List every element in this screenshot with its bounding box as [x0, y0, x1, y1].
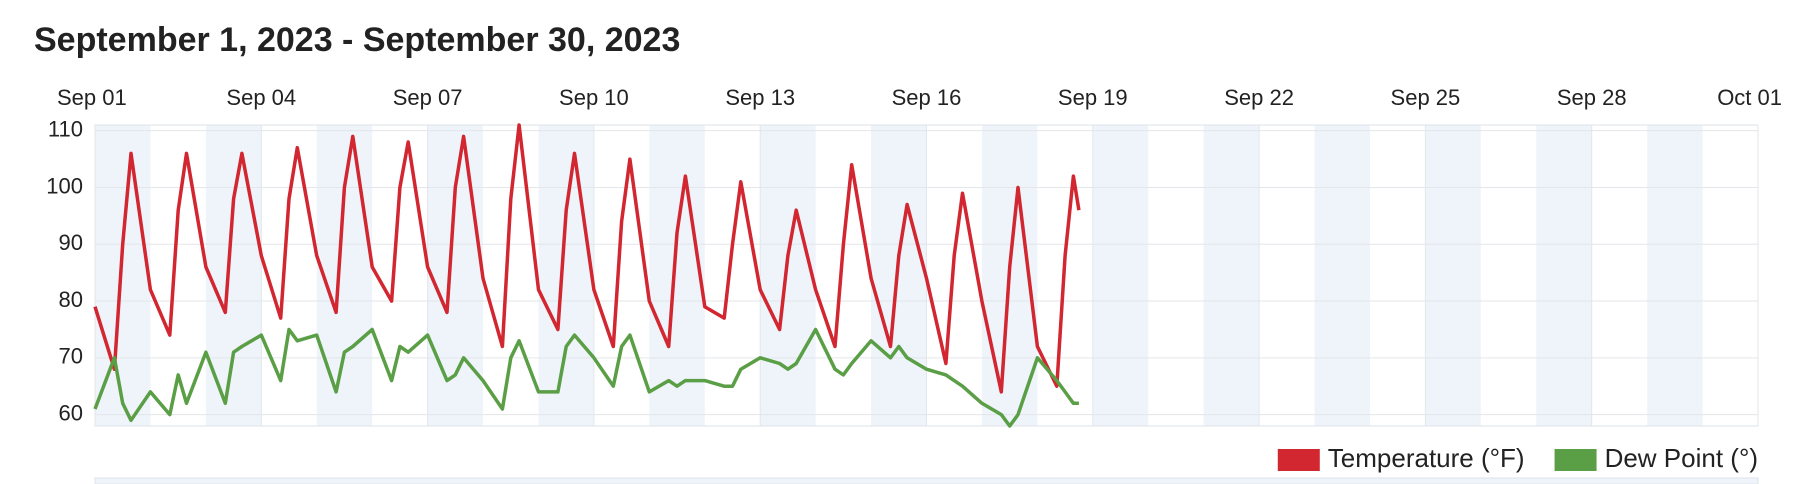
- x-tick-label: Sep 01: [57, 85, 127, 110]
- day-shade: [1092, 125, 1149, 426]
- x-tick-label: Sep 07: [393, 85, 463, 110]
- x-tick-label: Oct 01: [1717, 85, 1782, 110]
- day-shade: [649, 125, 705, 426]
- y-tick-label: 60: [59, 400, 83, 425]
- x-tick-label: Sep 10: [559, 85, 629, 110]
- x-tick-label: Sep 25: [1391, 85, 1461, 110]
- y-tick-label: 100: [46, 173, 83, 198]
- day-shade: [1647, 125, 1703, 426]
- y-tick-label: 70: [59, 344, 83, 369]
- day-shade: [538, 125, 594, 426]
- series-line: [93, 327, 1079, 428]
- legend-swatch: [1277, 449, 1320, 471]
- day-shade: [1536, 125, 1592, 426]
- day-shade: [427, 125, 484, 426]
- x-tick-label: Sep 28: [1557, 85, 1627, 110]
- day-shade: [1425, 125, 1481, 426]
- x-tick-label: Sep 22: [1224, 85, 1294, 110]
- y-tick-label: 110: [48, 116, 83, 141]
- x-tick-label: Sep 13: [725, 85, 795, 110]
- day-shade: [95, 125, 151, 426]
- chart-title: September 1, 2023 - September 30, 2023: [34, 21, 680, 59]
- day-shade: [205, 125, 262, 426]
- day-shade: [1203, 125, 1260, 426]
- y-tick-label: 80: [59, 287, 83, 312]
- day-shade: [316, 125, 373, 426]
- series-line: [93, 123, 1081, 394]
- legend-label: Dew Point (°): [1605, 443, 1758, 473]
- day-shade: [760, 125, 816, 426]
- y-tick-label: 90: [59, 230, 83, 255]
- day-shade: [1314, 125, 1370, 426]
- legend-swatch: [1554, 449, 1597, 471]
- x-tick-label: Sep 16: [892, 85, 962, 110]
- legend-label: Temperature (°F): [1328, 443, 1525, 473]
- lower-panel: [94, 477, 1759, 484]
- x-tick-label: Sep 19: [1058, 85, 1128, 110]
- x-tick-label: Sep 04: [226, 85, 296, 110]
- day-shade: [871, 125, 927, 426]
